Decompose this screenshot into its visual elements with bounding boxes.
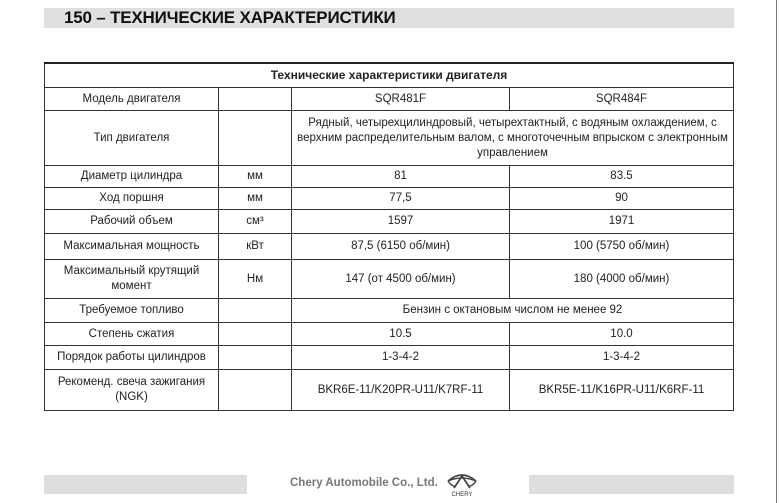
table-title: Технические характеристики двигателя [44,62,734,88]
unit-cell: мм [218,165,292,188]
footer-company: Chery Automobile Co., Ltd. [290,477,438,489]
param-cell: Рабочий объем [44,209,219,234]
value-cell-sqr481f: 10.5 [291,322,510,346]
svg-text:CHERY: CHERY [452,492,473,497]
unit-cell: см³ [218,209,292,234]
value-cell-sqr484f: 1-3-4-2 [509,345,734,370]
param-cell: Модель двигателя [44,87,219,111]
table-row: Максимальный крутящий момент Нм 147 (от 45… [44,259,734,299]
value-cell-sqr481f: 81 [291,165,510,188]
unit-cell [218,87,292,111]
value-cell-sqr481f: 147 (от 4500 об/мин) [291,259,510,299]
value-cell-merged: Бензин с октановым числом не менее 92 [291,298,734,323]
value-cell-sqr484f: 10.0 [509,322,734,346]
unit-cell [218,345,292,370]
unit-cell [218,110,292,166]
table-row: Требуемое топливо Бензин с октановым числ… [44,298,734,323]
table-row: Тип двигателя Рядный, четырехцилиндровый,… [44,110,734,166]
unit-cell: мм [218,187,292,210]
value-cell-sqr484f: 1971 [509,209,734,234]
table-row: Рабочий объем см³ 1597 1971 [44,209,734,234]
value-cell-sqr481f: 87,5 (6150 об/мин) [291,233,510,260]
page-title: 150 – ТЕХНИЧЕСКИЕ ХАРАКТЕРИСТИКИ [64,8,396,27]
footer-bar-right [529,475,734,494]
param-cell: Ход поршня [44,187,219,210]
param-cell: Максимальный крутящий момент [44,259,219,299]
unit-cell: Нм [218,259,292,299]
page-header-bar: 150 – ТЕХНИЧЕСКИЕ ХАРАКТЕРИСТИКИ [44,8,734,28]
value-cell-sqr481f: 1-3-4-2 [291,345,510,370]
unit-cell [218,298,292,323]
value-cell-sqr481f: SQR481F [291,87,510,111]
table-row: Диаметр цилиндра мм 81 83.5 [44,165,734,188]
value-cell-sqr484f: BKR5E-11/K16PR-U11/K6RF-11 [509,369,734,411]
param-cell: Тип двигателя [44,110,219,166]
table-row: Рекоменд. свеча зажигания (NGK) BKR6E-11/… [44,369,734,411]
table-row: Степень сжатия 10.5 10.0 [44,322,734,346]
value-cell-merged: Рядный, четырехцилиндровый, четырехтактн… [291,110,734,166]
value-cell-sqr481f: 1597 [291,209,510,234]
table-row: Порядок работы цилиндров 1-3-4-2 1-3-4-2 [44,345,734,370]
param-cell: Рекоменд. свеча зажигания (NGK) [44,369,219,411]
unit-cell [218,322,292,346]
table-row: Модель двигателя SQR481F SQR484F [44,87,734,111]
chery-logo: CHERY [447,474,477,497]
param-cell: Требуемое топливо [44,298,219,323]
value-cell-sqr484f: 180 (4000 об/мин) [509,259,734,299]
unit-cell: кВт [218,233,292,260]
engine-specs-table: Технические характеристики двигателя Мод… [44,62,734,411]
value-cell-sqr484f: SQR484F [509,87,734,111]
param-cell: Порядок работы цилиндров [44,345,219,370]
param-cell: Диаметр цилиндра [44,165,219,188]
value-cell-sqr484f: 83.5 [509,165,734,188]
param-cell: Степень сжатия [44,322,219,346]
value-cell-sqr484f: 90 [509,187,734,210]
unit-cell [218,369,292,411]
param-cell: Максимальная мощность [44,233,219,260]
value-cell-sqr481f: BKR6E-11/K20PR-U11/K7RF-11 [291,369,510,411]
table-row: Максимальная мощность кВт 87,5 (6150 об/ми… [44,233,734,260]
table-row: Ход поршня мм 77,5 90 [44,187,734,210]
value-cell-sqr481f: 77,5 [291,187,510,210]
footer-bar-left [44,475,247,494]
page-edge [776,0,777,503]
value-cell-sqr484f: 100 (5750 об/мин) [509,233,734,260]
